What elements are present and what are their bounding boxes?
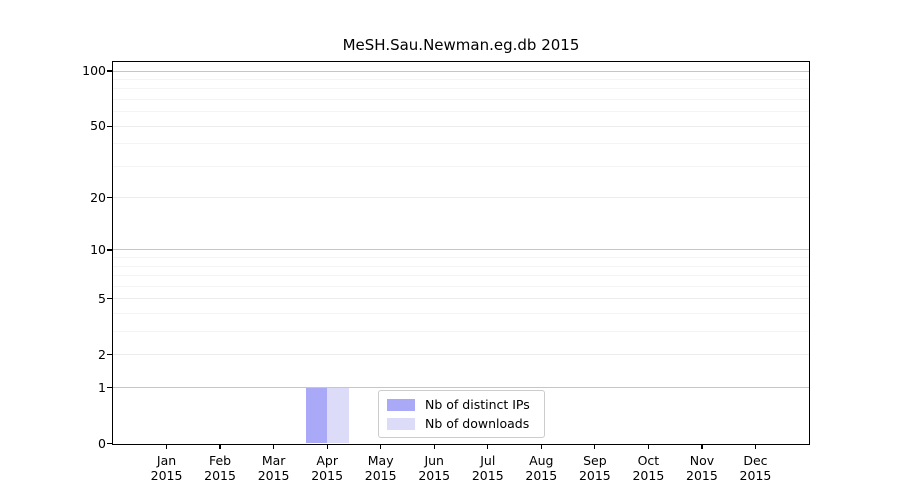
x-tick-month: Aug xyxy=(529,452,554,468)
y-tick xyxy=(107,197,112,199)
x-tick xyxy=(487,444,489,449)
y-gridline xyxy=(113,78,809,80)
x-tick-label: Oct 2015 xyxy=(620,453,676,484)
y-gridline xyxy=(113,387,809,389)
y-gridline xyxy=(113,265,809,267)
y-tick xyxy=(107,125,112,127)
x-tick-label: Aug 2015 xyxy=(513,453,569,484)
x-tick xyxy=(754,444,757,449)
y-tick-label: 0 xyxy=(98,435,106,451)
y-tick-label: 100 xyxy=(82,63,106,79)
y-gridline xyxy=(113,285,809,287)
x-tick-month: Oct xyxy=(637,452,660,468)
y-gridline xyxy=(113,197,809,199)
y-gridline xyxy=(113,70,809,72)
y-tick xyxy=(107,249,112,251)
y-tick-label: 5 xyxy=(98,290,106,306)
x-tick-label: May 2015 xyxy=(353,453,409,484)
plot-area xyxy=(111,60,811,445)
x-tick-label: Dec 2015 xyxy=(727,453,783,484)
legend-item-label: Nb of downloads xyxy=(425,416,530,431)
x-tick-year: 2015 xyxy=(418,468,451,483)
x-tick-year: 2015 xyxy=(311,468,344,483)
x-tick-label: Apr 2015 xyxy=(299,453,355,484)
y-gridline xyxy=(113,257,809,259)
x-tick-label: Mar 2015 xyxy=(246,453,302,484)
legend-item-label: Nb of distinct IPs xyxy=(425,397,530,412)
y-gridline xyxy=(113,99,809,100)
y-tick xyxy=(107,298,112,300)
y-gridline xyxy=(113,111,809,113)
x-tick-year: 2015 xyxy=(150,468,183,483)
legend-swatch xyxy=(387,417,415,430)
x-tick xyxy=(273,444,275,449)
x-tick xyxy=(540,444,542,449)
x-tick-year: 2015 xyxy=(739,468,772,483)
x-tick-month: Jan xyxy=(156,452,177,468)
bar-downloads xyxy=(327,387,349,444)
y-tick-label: 1 xyxy=(98,379,106,395)
x-tick xyxy=(701,444,703,449)
y-tick xyxy=(107,442,112,445)
y-gridline xyxy=(113,354,809,356)
x-tick-label: Nov 2015 xyxy=(674,453,730,484)
x-tick-month: Apr xyxy=(316,452,338,468)
y-gridline xyxy=(113,249,809,251)
x-tick-year: 2015 xyxy=(257,468,290,483)
x-tick-month: Dec xyxy=(743,452,768,468)
y-tick xyxy=(107,70,112,72)
y-tick xyxy=(107,354,112,356)
x-tick-year: 2015 xyxy=(204,468,236,483)
bar-distinct-ips xyxy=(305,387,328,444)
x-tick xyxy=(647,444,649,449)
y-gridline xyxy=(113,125,809,127)
y-gridline xyxy=(113,313,809,315)
x-tick-year: 2015 xyxy=(525,468,558,483)
x-tick xyxy=(594,444,596,449)
y-tick-label: 10 xyxy=(90,241,106,257)
x-tick-month: Feb xyxy=(208,452,232,468)
x-tick-label: Jan 2015 xyxy=(139,453,195,484)
legend-swatch xyxy=(387,398,415,411)
x-tick-year: 2015 xyxy=(578,468,611,483)
x-tick-label: Jul 2015 xyxy=(460,453,516,484)
legend: Nb of distinct IPs Nb of downloads xyxy=(378,390,545,438)
x-tick-year: 2015 xyxy=(632,468,665,483)
legend-item: Nb of downloads xyxy=(387,416,544,431)
y-gridline xyxy=(113,88,809,90)
x-tick-month: May xyxy=(367,452,394,468)
x-tick-month: Jul xyxy=(480,452,496,468)
y-tick-label: 2 xyxy=(98,346,106,362)
x-tick-year: 2015 xyxy=(471,468,504,483)
x-tick-month: Sep xyxy=(583,452,607,468)
y-tick-label: 50 xyxy=(90,118,106,134)
y-gridline xyxy=(113,165,809,167)
x-tick-label: Sep 2015 xyxy=(567,453,623,484)
x-tick xyxy=(380,444,382,449)
legend-item: Nb of distinct IPs xyxy=(387,397,544,412)
y-gridline xyxy=(113,298,809,300)
x-tick-month: Jun xyxy=(424,452,444,468)
x-tick xyxy=(165,444,168,449)
x-tick-label: Feb 2015 xyxy=(192,453,248,484)
y-gridline xyxy=(113,331,809,333)
y-gridline xyxy=(113,143,809,145)
y-tick xyxy=(107,386,112,389)
x-tick-month: Nov xyxy=(689,452,715,468)
y-tick-label: 20 xyxy=(90,189,106,205)
x-tick-year: 2015 xyxy=(686,468,718,483)
x-tick xyxy=(433,444,435,449)
x-tick-month: Mar xyxy=(261,452,286,468)
y-gridline xyxy=(113,275,809,277)
x-tick xyxy=(326,444,328,449)
x-tick-label: Jun 2015 xyxy=(406,453,462,484)
chart-title: MeSH.Sau.Newman.eg.db 2015 xyxy=(342,36,580,54)
x-tick-year: 2015 xyxy=(364,468,397,483)
x-tick xyxy=(219,444,221,449)
